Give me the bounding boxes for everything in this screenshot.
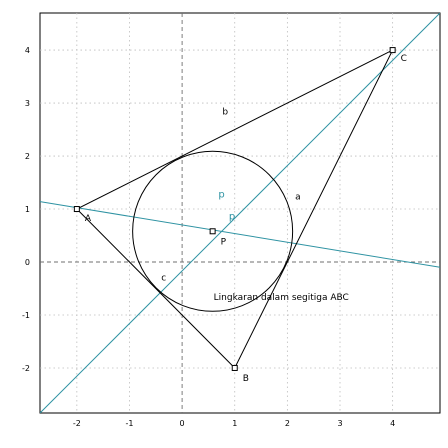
x-tick-label: 3 xyxy=(337,419,342,428)
geometry xyxy=(40,13,440,413)
point-b-marker xyxy=(231,364,238,371)
y-tick-label: 2 xyxy=(25,152,30,161)
x-tick-label: 1 xyxy=(232,419,237,428)
teal-line-p xyxy=(40,13,440,413)
x-tick-label: -2 xyxy=(73,419,81,428)
triangle-abc xyxy=(76,48,394,369)
y-tick-label: 4 xyxy=(25,46,30,55)
y-tick-label: -1 xyxy=(22,311,30,320)
y-tick-label: -2 xyxy=(22,364,30,373)
point-c-label: C xyxy=(401,54,407,64)
grid xyxy=(40,13,440,413)
y-tick-label: 1 xyxy=(25,205,30,214)
teal-line-p xyxy=(40,201,440,268)
clipped-geometry xyxy=(40,13,440,413)
point-a-label: A xyxy=(85,214,92,224)
x-tick-label: 2 xyxy=(285,419,290,428)
point-p-marker xyxy=(209,228,216,235)
caption: Lingkaran dalam segitiga ABC xyxy=(214,293,349,303)
x-tick-label: 0 xyxy=(180,419,185,428)
segment-c-label: c xyxy=(161,274,166,284)
x-tick-label: -1 xyxy=(125,419,133,428)
x-tick-label: 4 xyxy=(390,419,395,428)
teal-line-label: p xyxy=(229,212,235,223)
y-tick-label: 3 xyxy=(25,99,30,108)
labels: A B C Pa b c p p Lingkaran dalam segitiga ABC xyxy=(85,54,407,384)
axes xyxy=(40,13,440,413)
point-a-marker xyxy=(73,206,80,213)
segment-a-label: a xyxy=(295,192,301,202)
segment-b-label: b xyxy=(222,108,228,118)
y-tick-label: 0 xyxy=(25,258,30,267)
teal-line-label: p xyxy=(218,189,224,200)
point-c-marker xyxy=(389,47,396,54)
point-b-label: B xyxy=(243,374,249,384)
tick-labels: -2 -1 0 1 2 3 4 4 3 2 1 0 -1 -2 xyxy=(22,46,395,428)
point-p-label: P xyxy=(221,237,227,247)
incircle xyxy=(132,150,294,312)
